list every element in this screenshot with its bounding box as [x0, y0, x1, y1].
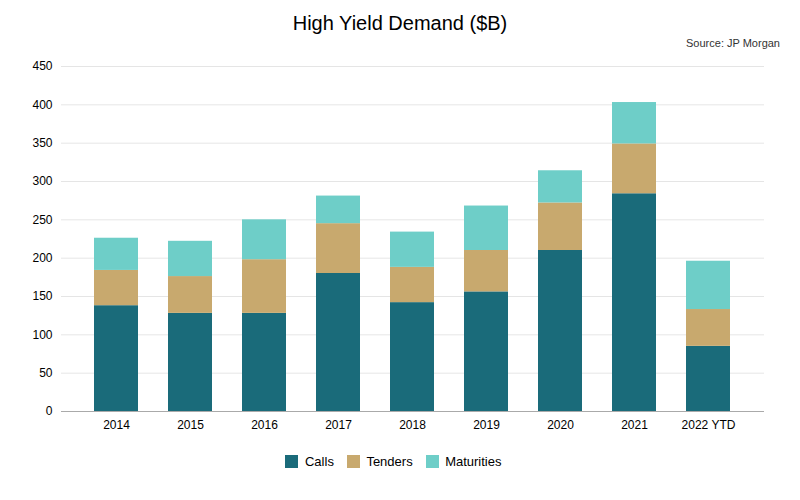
html-text:Source: JP Morgan: Source: JP Morgan: [686, 37, 780, 49]
svg-text:300: 300: [32, 174, 52, 188]
svg-text:2017: 2017: [325, 418, 352, 432]
svg-text:150: 150: [32, 289, 52, 303]
html-text:Tenders: Tenders: [366, 454, 413, 469]
svg-text:2022 YTD: 2022 YTD: [682, 418, 736, 432]
svg-text:2018: 2018: [399, 418, 426, 432]
svg-text:400: 400: [32, 98, 52, 112]
svg-text:200: 200: [32, 251, 52, 265]
svg-text:100: 100: [32, 328, 52, 342]
svg-text:450: 450: [32, 59, 52, 73]
html-text:Maturities: Maturities: [445, 454, 502, 469]
html-text:Calls: Calls: [305, 454, 334, 469]
svg-text:250: 250: [32, 213, 52, 227]
html-text:High Yield Demand ($B): High Yield Demand ($B): [292, 12, 508, 34]
svg-text:2016: 2016: [251, 418, 278, 432]
svg-text:2021: 2021: [621, 418, 648, 432]
svg-text:2014: 2014: [103, 418, 130, 432]
svg-text:2015: 2015: [177, 418, 204, 432]
svg-text:50: 50: [39, 366, 53, 380]
svg-text:2019: 2019: [473, 418, 500, 432]
svg-text:0: 0: [46, 404, 53, 418]
svg-text:350: 350: [32, 136, 52, 150]
svg-text:2020: 2020: [547, 418, 574, 432]
